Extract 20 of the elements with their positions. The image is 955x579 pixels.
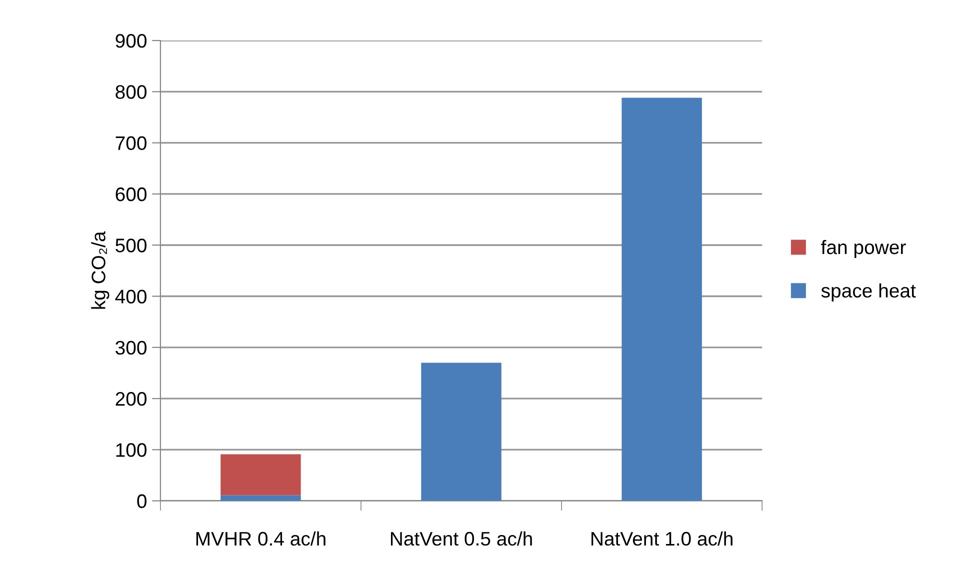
y-tick-label: 100 bbox=[116, 443, 146, 457]
y-tick-label: 200 bbox=[116, 392, 146, 406]
y-tick-label: 700 bbox=[116, 136, 146, 150]
bar bbox=[220, 495, 301, 501]
bar bbox=[421, 362, 502, 501]
x-tick-label: NatVent 1.0 ac/h bbox=[592, 531, 732, 546]
y-tick-label: 500 bbox=[116, 238, 146, 252]
y-tick-label: 0 bbox=[137, 494, 146, 508]
bar bbox=[622, 98, 702, 501]
x-tick-label: NatVent 0.5 ac/h bbox=[390, 531, 532, 546]
legend-label: fan power bbox=[821, 240, 906, 258]
y-tick-label: 400 bbox=[115, 290, 146, 304]
y-tick-label: 900 bbox=[116, 34, 146, 48]
y-tick-label: 600 bbox=[116, 187, 146, 202]
y-axis-title: kg CO₂/a bbox=[91, 231, 110, 309]
x-tick-label: MVHR 0.4 ac/h bbox=[196, 531, 326, 546]
bar bbox=[220, 454, 301, 496]
y-tick-label: 800 bbox=[116, 85, 146, 99]
legend-label: space heat bbox=[821, 283, 916, 302]
y-tick-label: 300 bbox=[116, 340, 146, 355]
